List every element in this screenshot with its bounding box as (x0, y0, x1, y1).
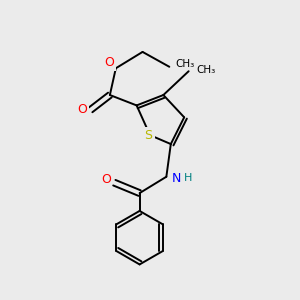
Text: O: O (101, 173, 111, 186)
Text: CH₃: CH₃ (176, 59, 195, 69)
Text: O: O (77, 103, 87, 116)
Text: S: S (145, 129, 152, 142)
Text: CH₃: CH₃ (196, 65, 215, 75)
Text: H: H (184, 173, 192, 183)
Text: N: N (172, 172, 181, 185)
Text: O: O (104, 56, 114, 69)
